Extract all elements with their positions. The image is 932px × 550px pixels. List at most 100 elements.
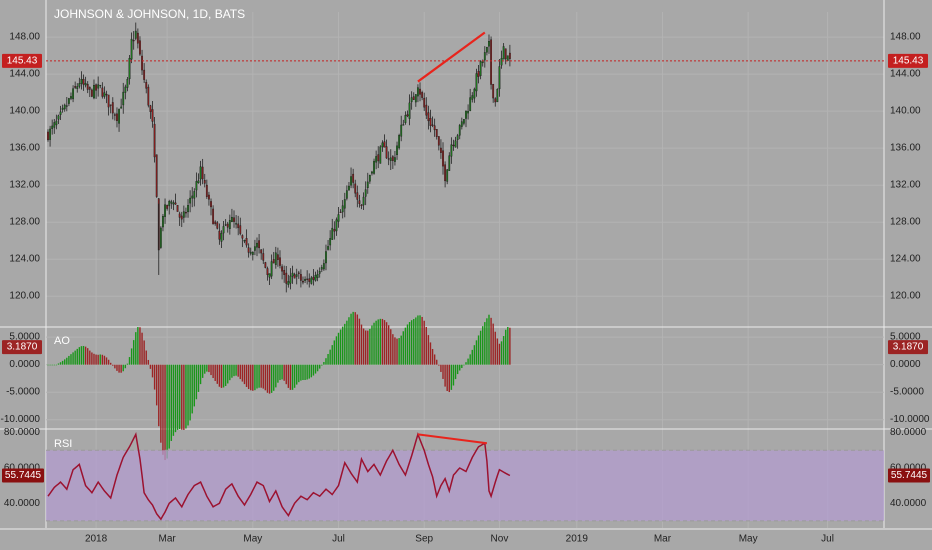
candle-body	[310, 277, 313, 284]
candle-body	[371, 171, 373, 174]
rsi-label: RSI	[54, 438, 72, 450]
ao-bar	[59, 362, 62, 365]
ao-ytick-right: -10.0000	[890, 414, 930, 425]
candle-body	[429, 118, 432, 126]
ao-bar	[335, 336, 338, 365]
candle-body	[446, 169, 449, 182]
ao-bar	[329, 349, 331, 365]
ao-last-badge	[2, 340, 42, 355]
candle-body	[84, 83, 87, 86]
candle-body	[136, 32, 139, 44]
candle-body	[460, 121, 463, 127]
ao-last-label: 3.1870	[7, 342, 38, 353]
ao-bar	[500, 341, 503, 365]
ao-ytick-right: -5.0000	[890, 387, 924, 398]
ao-bar	[237, 364, 239, 377]
ao-bar	[346, 320, 348, 365]
ao-ytick-left: 5.0000	[9, 332, 40, 343]
candle-body	[318, 270, 321, 274]
candle-body	[116, 113, 118, 121]
candle-body	[435, 129, 438, 137]
candle-body	[166, 204, 169, 209]
candle-body	[473, 88, 476, 99]
ao-bar	[425, 327, 427, 365]
candle-body	[107, 94, 110, 108]
ao-bar	[459, 364, 461, 371]
ao-bar	[492, 323, 494, 365]
ao-bar	[498, 343, 501, 365]
ao-bar	[245, 364, 248, 387]
ao-bar	[229, 364, 231, 381]
ao-bar	[49, 364, 51, 366]
price-ytick-right: 140.00	[890, 106, 921, 117]
ao-bar	[139, 327, 141, 365]
candle-body	[293, 274, 296, 279]
candle-body	[329, 238, 332, 246]
ao-bar	[302, 364, 304, 381]
ao-bar	[350, 313, 352, 365]
candle-body	[70, 96, 72, 99]
candle-body	[469, 97, 472, 111]
ao-bar	[122, 364, 124, 372]
candle-body	[333, 228, 336, 232]
ao-bar	[61, 360, 64, 365]
candle-body	[410, 97, 413, 103]
candle-body	[377, 154, 380, 162]
ao-bar	[465, 362, 467, 365]
candle-body	[170, 201, 173, 204]
candle-body	[226, 223, 229, 228]
candle-body	[500, 58, 503, 66]
candle-body	[256, 242, 258, 248]
ao-bar	[291, 364, 294, 390]
candle-body	[406, 114, 409, 117]
ao-bar	[415, 317, 417, 365]
candle-body	[421, 92, 424, 98]
rsi-ytick-right: 80.0000	[890, 427, 927, 438]
candle-body	[433, 125, 436, 131]
candle-body	[391, 156, 394, 161]
candle-body	[205, 184, 208, 197]
ao-bar	[331, 345, 333, 365]
candle-body	[350, 176, 352, 186]
price-ytick-right: 132.00	[890, 180, 921, 191]
candle-body	[356, 192, 359, 200]
candle-body	[325, 251, 327, 264]
ao-bar	[344, 323, 346, 365]
candle-body	[387, 158, 390, 160]
ao-bar	[101, 354, 104, 365]
candle-body	[283, 270, 286, 275]
candle-body	[281, 266, 283, 272]
candle-body	[76, 86, 79, 89]
candle-body	[61, 107, 64, 110]
candle-body	[486, 46, 488, 53]
ao-bar	[258, 364, 260, 388]
price-ytick-right: 128.00	[890, 217, 921, 228]
ao-bar	[51, 364, 53, 366]
candle-body	[412, 96, 415, 100]
ao-bar	[341, 326, 344, 365]
price-ytick-left: 120.00	[9, 291, 40, 302]
candle-body	[345, 190, 348, 199]
candle-body	[381, 142, 384, 148]
candle-body	[270, 261, 273, 277]
x-tick-label: 2019	[566, 534, 589, 545]
ao-bar	[419, 315, 421, 365]
candle-body	[197, 180, 200, 183]
candle-body	[245, 238, 248, 246]
ao-bar	[80, 346, 83, 365]
candle-body	[327, 246, 329, 250]
ao-bar	[155, 364, 158, 406]
ao-bar	[183, 364, 185, 430]
price-ytick-right: 124.00	[890, 254, 921, 265]
candle-body	[99, 84, 102, 87]
candle-body	[122, 91, 125, 106]
x-tick-label: May	[243, 534, 262, 545]
ao-bar	[440, 364, 442, 372]
price-last-label: 145.43	[7, 55, 38, 66]
candle-body	[490, 39, 492, 85]
candle-body	[277, 254, 279, 260]
price-ytick-right: 136.00	[890, 143, 921, 154]
candle-body	[63, 104, 66, 110]
ao-bar	[256, 364, 258, 389]
